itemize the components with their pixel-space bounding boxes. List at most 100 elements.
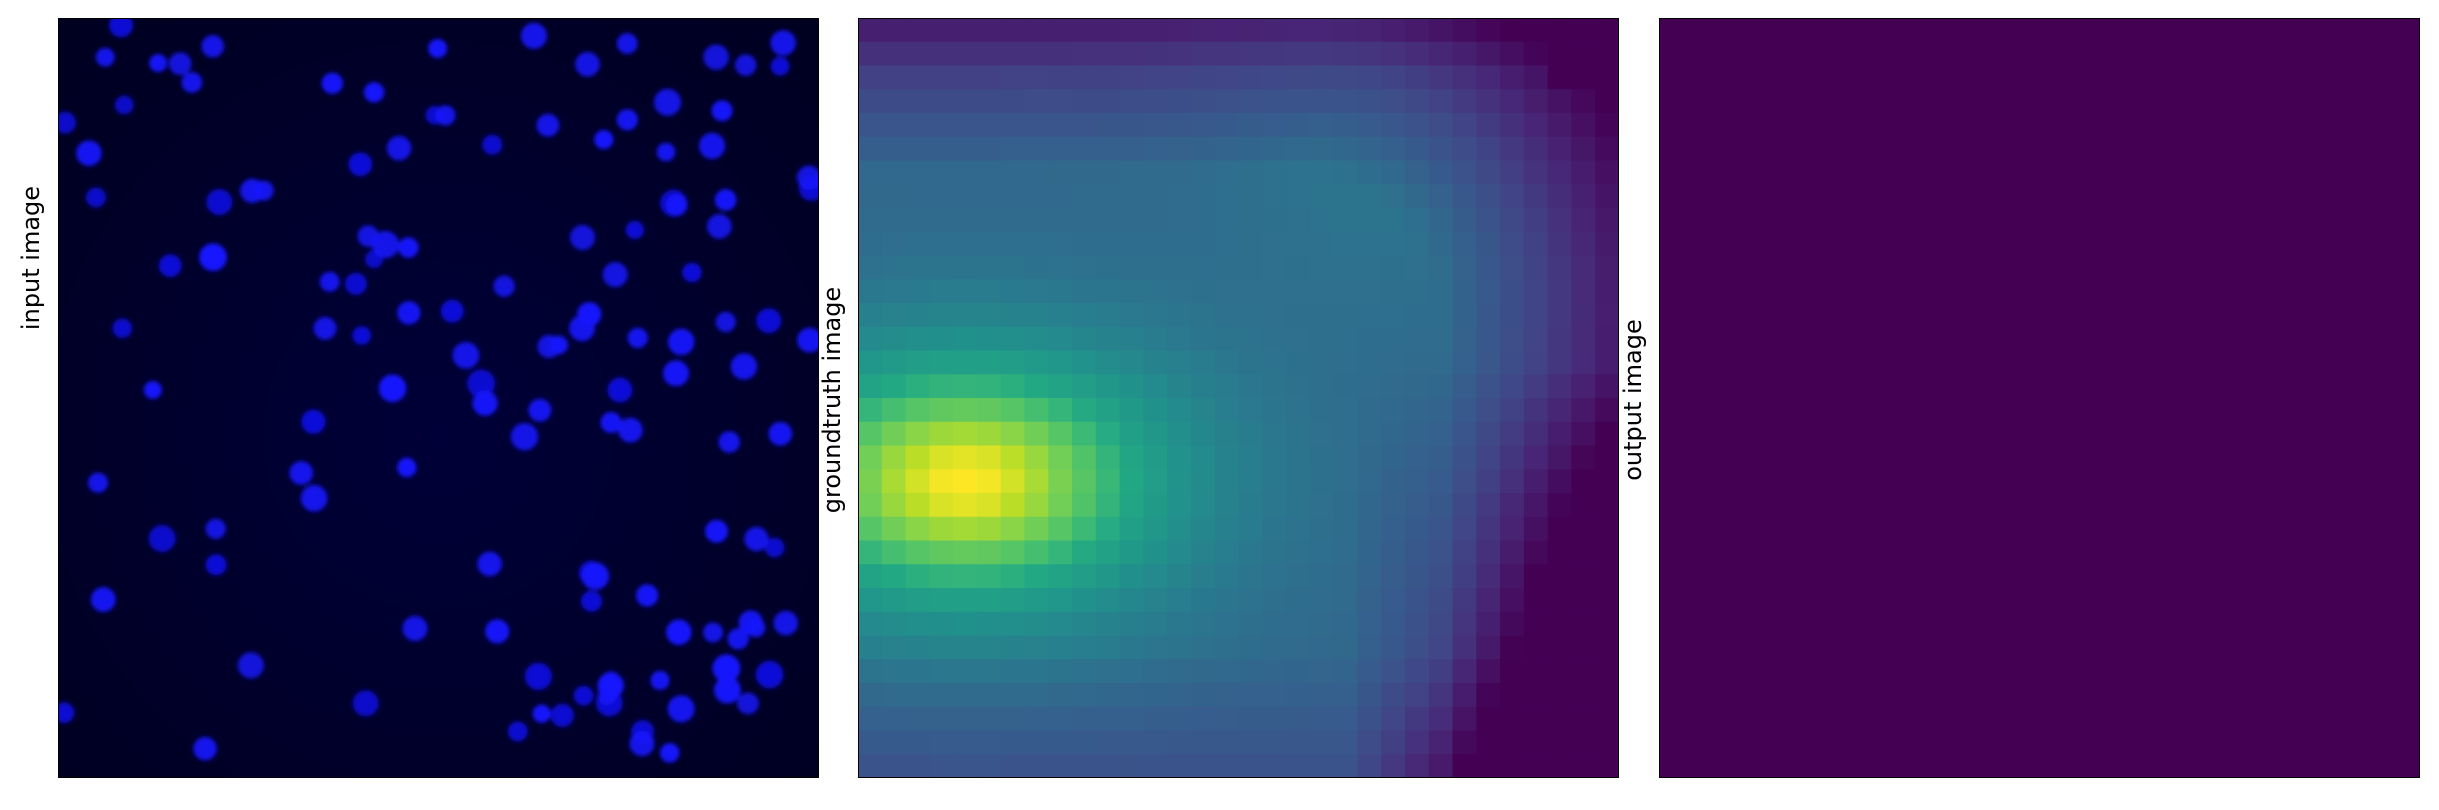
heatmap-cell [1309,540,1335,565]
heatmap-cell [1571,160,1596,185]
heatmap-cell [1072,754,1097,778]
heatmap-cell [1214,398,1240,423]
heatmap-cell [1143,350,1168,375]
heatmap-cell [1428,350,1454,375]
heatmap-cell [1214,303,1240,328]
heatmap-cell [1523,160,1549,185]
cell-blob [467,369,496,398]
heatmap-cell [858,136,883,162]
heatmap-cell [1048,136,1073,162]
heatmap-cell [1452,41,1477,67]
heatmap-cell [1238,469,1263,494]
heatmap-cell [1119,279,1144,304]
heatmap-cell [1262,540,1287,565]
heatmap-cell [1452,611,1477,637]
heatmap-cell [1024,184,1049,209]
heatmap-cell [1595,493,1619,518]
heatmap-cell [1000,374,1026,399]
heatmap-cell [1072,421,1097,447]
heatmap-cell [1000,588,1026,613]
heatmap-cell [929,41,954,67]
heatmap-cell [1143,89,1168,114]
heatmap-cell [1523,445,1549,470]
heatmap-cell [1523,303,1549,328]
heatmap-cell [1357,113,1382,138]
heatmap-cell [1143,659,1168,684]
cell-blob [734,54,757,76]
heatmap-cell [1523,279,1549,304]
heatmap-cell [1523,516,1549,542]
heatmap-cell [1452,659,1477,684]
heatmap-cell [1048,659,1073,684]
heatmap-cell [1048,493,1073,518]
heatmap-cell [1167,184,1192,209]
heatmap-cell [953,564,978,589]
heatmap-cell [1333,41,1359,67]
heatmap-cell [1095,421,1121,447]
heatmap-cell [1523,374,1549,399]
heatmap-cell [1214,374,1240,399]
heatmap-cell [1190,445,1216,470]
heatmap-cell [1262,611,1287,637]
heatmap-cell [1286,706,1311,732]
heatmap-cell [1381,516,1406,542]
heatmap-cell [1000,279,1026,304]
heatmap-cell [858,255,883,280]
heatmap-cell [1381,113,1406,138]
heatmap-cell [1286,326,1311,352]
heatmap-cell [1262,18,1287,43]
heatmap-cell [1167,754,1192,778]
heatmap-cell [1286,160,1311,185]
heatmap-cell [1476,18,1501,43]
heatmap-cell [1095,469,1121,494]
heatmap-cell [1214,469,1240,494]
heatmap-cell [1309,421,1335,447]
heatmap-cell [1214,231,1240,257]
cell-blob [727,628,749,650]
heatmap-cell [1476,730,1501,755]
heatmap-cell [1357,18,1382,43]
cell-blob [770,30,796,56]
heatmap-cell [1238,421,1263,447]
heatmap-cell [905,398,930,423]
heatmap-cell [1523,540,1549,565]
cell-blob [682,262,702,283]
heatmap-cell [953,445,978,470]
heatmap-cell [1595,374,1619,399]
heatmap-cell [1143,208,1168,233]
heatmap-cell [1072,350,1097,375]
cell-blob [300,484,328,512]
heatmap-cell [905,113,930,138]
heatmap-cell [1024,65,1049,90]
heatmap-cell [976,564,1002,589]
heatmap-cell [1523,231,1549,257]
heatmap-cell [1072,41,1097,67]
heatmap-cell [1095,611,1121,637]
heatmap-cell [1404,421,1430,447]
heatmap-cell [858,588,883,613]
heatmap-cell [1238,208,1263,233]
heatmap-cell [1000,635,1026,660]
heatmap-cell [1571,421,1596,447]
heatmap-cell [1571,303,1596,328]
heatmap-cell [1333,493,1359,518]
heatmap-cell [1000,730,1026,755]
heatmap-cell [1214,255,1240,280]
heatmap-cell [1095,160,1121,185]
heatmap-cell [1476,326,1501,352]
heatmap-cell [858,754,883,778]
heatmap-cell [905,41,930,67]
heatmap-cell [1119,540,1144,565]
heatmap-cell [905,184,930,209]
heatmap-cell [1000,469,1026,494]
heatmap-cell [976,18,1002,43]
heatmap-cell [1404,279,1430,304]
cell-blob [573,685,594,706]
heatmap-cell [1238,160,1263,185]
heatmap-cell [1238,445,1263,470]
heatmap-cell [1167,326,1192,352]
cell-blob [714,189,737,211]
heatmap-cell [858,493,883,518]
heatmap-cell [1309,89,1335,114]
heatmap-cell [1523,89,1549,114]
